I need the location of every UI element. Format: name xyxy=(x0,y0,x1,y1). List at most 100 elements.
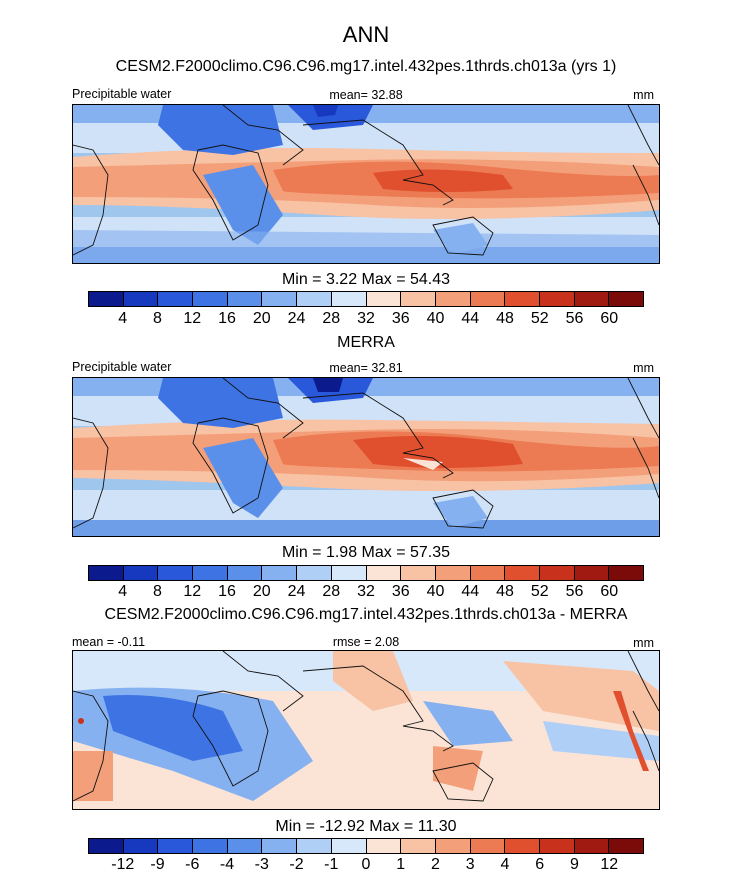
colorbar-cell xyxy=(574,566,610,580)
panel-3-colorbar xyxy=(88,838,644,854)
colorbar-tick-label: 16 xyxy=(218,583,236,600)
panel-2-colorbar-ticks: 4 8 12 16 20 24 28 32 36 40 44 48 52 56 60 xyxy=(88,583,644,601)
colorbar-cell xyxy=(227,566,263,580)
colorbar-cell xyxy=(574,839,610,853)
colorbar-tick-label: 20 xyxy=(252,583,271,600)
colorbar-tick-label: -9 xyxy=(150,856,165,873)
colorbar-cell xyxy=(297,839,332,853)
colorbar-cell xyxy=(435,292,471,306)
colorbar-tick-label: 40 xyxy=(426,583,445,600)
colorbar-tick-label: 1 xyxy=(396,856,406,873)
panel-1-mean-label: mean= 32.88 xyxy=(329,88,403,102)
colorbar-cell xyxy=(366,839,402,853)
colorbar-tick-label: 8 xyxy=(153,310,162,327)
panel-3-minmax: Min = -12.92 Max = 11.30 xyxy=(275,818,457,835)
colorbar-cell xyxy=(539,566,575,580)
colorbar-tick-label: 12 xyxy=(183,583,202,600)
panel-3-colorbar-ticks: -12 -9 -6 -4 -3 -2 -1 0 1 2 3 4 6 9 12 xyxy=(88,856,644,874)
colorbar-tick-label: 52 xyxy=(530,583,549,600)
colorbar-cell xyxy=(193,839,228,853)
colorbar-tick-label: 4 xyxy=(118,310,128,327)
panel-1-colorbar-ticks: 4 8 12 16 20 24 28 32 36 40 44 48 52 56 60 xyxy=(88,310,644,328)
panel-3-rmse-label: rmse = 2.08 xyxy=(332,635,400,649)
colorbar-tick-label: 28 xyxy=(322,583,341,600)
colorbar-tick-label: 20 xyxy=(252,310,271,327)
colorbar-cell xyxy=(89,839,124,853)
colorbar-tick-label: -3 xyxy=(254,856,269,873)
colorbar-cell xyxy=(609,839,643,853)
colorbar-tick-label: 24 xyxy=(287,583,306,600)
colorbar-cell xyxy=(539,292,575,306)
colorbar-tick-label: 44 xyxy=(461,583,480,600)
colorbar-cell xyxy=(609,566,643,580)
colorbar-cell xyxy=(331,292,367,306)
panel-1-minmax: Min = 3.22 Max = 54.43 xyxy=(281,271,451,288)
colorbar-cell xyxy=(470,292,506,306)
colorbar-cell xyxy=(366,566,402,580)
colorbar-tick-label: 2 xyxy=(431,856,440,873)
panel-2-colorbar xyxy=(88,565,644,581)
colorbar-tick-label: 4 xyxy=(500,856,510,873)
colorbar-tick-label: 24 xyxy=(287,310,306,327)
panel-2-title: MERRA xyxy=(337,334,395,351)
panel-3-map xyxy=(72,650,660,810)
colorbar-tick-label: 28 xyxy=(322,310,341,327)
colorbar-tick-label: -1 xyxy=(324,856,339,873)
colorbar-tick-label: 9 xyxy=(570,856,579,873)
colorbar-tick-label: 32 xyxy=(357,310,375,327)
colorbar-cell xyxy=(158,566,194,580)
colorbar-tick-label: 36 xyxy=(391,583,410,600)
colorbar-tick-label: -12 xyxy=(111,856,135,873)
colorbar-cell xyxy=(539,839,575,853)
colorbar-tick-label: 56 xyxy=(565,310,584,327)
colorbar-tick-label: 3 xyxy=(465,856,475,873)
colorbar-cell xyxy=(574,292,610,306)
colorbar-cell xyxy=(331,839,367,853)
colorbar-tick-label: 4 xyxy=(118,583,128,600)
panel-2-map xyxy=(72,377,660,537)
colorbar-cell xyxy=(401,292,436,306)
colorbar-tick-label: -2 xyxy=(289,856,304,873)
panel-2-mean-label: mean= 32.81 xyxy=(329,361,403,375)
colorbar-cell xyxy=(227,292,263,306)
panel-1-title: CESM2.F2000climo.C96.C96.mg17.intel.432p… xyxy=(115,58,617,75)
panel-2-minmax: Min = 1.98 Max = 57.35 xyxy=(281,544,451,561)
colorbar-cell xyxy=(505,292,540,306)
colorbar-cell xyxy=(435,566,471,580)
colorbar-tick-label: 48 xyxy=(496,583,514,600)
colorbar-cell xyxy=(89,566,124,580)
panel-1-map xyxy=(72,104,660,264)
colorbar-cell xyxy=(262,566,298,580)
colorbar-tick-label: 40 xyxy=(426,310,445,327)
figure-title: ANN xyxy=(342,22,390,47)
panel-3-mean-label: mean = -0.11 xyxy=(72,635,146,649)
panel-3-title: CESM2.F2000climo.C96.C96.mg17.intel.432p… xyxy=(104,606,628,623)
colorbar-cell xyxy=(158,839,194,853)
panel-2-variable-label: Precipitable water xyxy=(72,360,172,374)
colorbar-cell xyxy=(609,292,643,306)
colorbar-tick-label: 44 xyxy=(461,310,480,327)
colorbar-tick-label: 16 xyxy=(218,310,236,327)
colorbar-tick-label: 32 xyxy=(357,583,375,600)
colorbar-tick-label: 36 xyxy=(391,310,410,327)
colorbar-cell xyxy=(331,566,367,580)
colorbar-tick-label: -6 xyxy=(185,856,200,873)
colorbar-cell xyxy=(297,292,332,306)
panel-3-units-label: mm xyxy=(633,636,654,650)
colorbar-cell xyxy=(158,292,194,306)
colorbar-cell xyxy=(435,839,471,853)
colorbar-tick-label: 12 xyxy=(183,310,202,327)
panel-1-variable-label: Precipitable water xyxy=(72,87,172,101)
colorbar-cell xyxy=(123,292,159,306)
colorbar-tick-label: 6 xyxy=(535,856,545,873)
colorbar-tick-label: 0 xyxy=(361,856,371,873)
colorbar-cell xyxy=(193,566,228,580)
colorbar-tick-label: 56 xyxy=(565,583,584,600)
colorbar-cell xyxy=(123,566,159,580)
colorbar-cell xyxy=(297,566,332,580)
colorbar-tick-label: 60 xyxy=(600,583,619,600)
colorbar-cell xyxy=(470,839,506,853)
colorbar-cell xyxy=(366,292,402,306)
colorbar-cell xyxy=(505,566,540,580)
colorbar-tick-label: 48 xyxy=(496,310,514,327)
